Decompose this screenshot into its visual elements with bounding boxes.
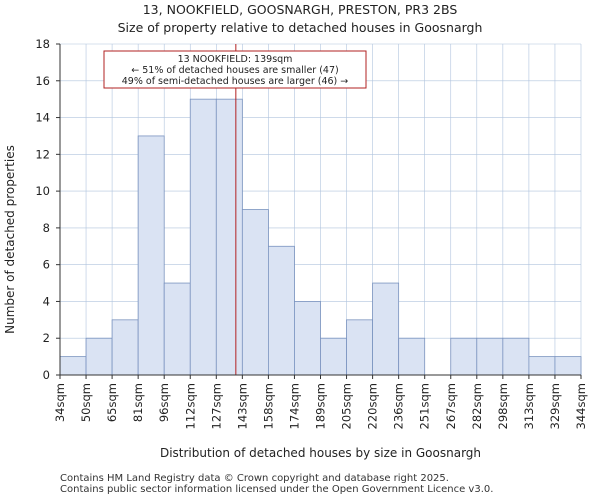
histogram-bar <box>450 337 478 376</box>
annotation-box: 13 NOOKFIELD: 139sqm ← 51% of detached h… <box>103 50 367 89</box>
histogram-bar <box>398 337 426 376</box>
annotation-rect <box>103 50 367 89</box>
y-tick-label: 12 <box>35 147 50 161</box>
y-tick-label: 14 <box>35 111 50 125</box>
histogram-bar <box>163 282 191 376</box>
chart-title: 13, NOOKFIELD, GOOSNARGH, PRESTON, PR3 2… <box>142 2 458 17</box>
histogram-bar <box>85 337 113 376</box>
footer-line-1: Contains HM Land Registry data © Crown c… <box>60 473 449 484</box>
x-tick-label: 34sqm <box>53 383 67 422</box>
histogram-bar <box>372 282 400 376</box>
histogram-bar <box>554 356 582 376</box>
x-tick-label: 50sqm <box>79 383 93 422</box>
x-tick-label: 298sqm <box>496 383 510 429</box>
annotation-line-1: 13 NOOKFIELD: 139sqm <box>178 54 293 65</box>
histogram-bar <box>528 356 556 376</box>
y-tick-label: 2 <box>43 331 50 345</box>
y-axis-label: Number of detached properties <box>3 145 17 334</box>
x-tick-label: 344sqm <box>574 383 588 429</box>
x-tick-label: 81sqm <box>131 383 145 422</box>
x-axis-label: Distribution of detached houses by size … <box>160 446 481 460</box>
x-tick-label: 127sqm <box>209 383 223 429</box>
histogram-bar <box>476 337 504 376</box>
histogram-bar <box>111 319 139 376</box>
x-tick-label: 282sqm <box>470 383 484 429</box>
x-tick-label: 112sqm <box>183 383 197 429</box>
histogram-bar <box>189 98 217 376</box>
x-tick-label: 329sqm <box>548 383 562 429</box>
chart-subtitle: Size of property relative to detached ho… <box>117 20 483 35</box>
annotation-line-2: ← 51% of detached houses are smaller (47… <box>131 65 338 76</box>
x-tick-label: 220sqm <box>366 383 380 429</box>
y-tick-label: 16 <box>35 74 50 88</box>
y-tick-label: 4 <box>43 294 50 308</box>
histogram-bar <box>137 135 165 376</box>
x-tick-label: 205sqm <box>340 383 354 429</box>
histogram-bar <box>294 301 321 376</box>
y-tick-label: 18 <box>35 37 50 51</box>
x-tick-label: 143sqm <box>235 383 249 429</box>
y-tick-label: 8 <box>43 221 50 235</box>
annotation-line-3: 49% of semi-detached houses are larger (… <box>122 76 349 87</box>
histogram-bar <box>320 337 347 376</box>
footer-line-2: Contains public sector information licen… <box>60 484 494 495</box>
x-tick-label: 189sqm <box>314 383 328 429</box>
bars <box>59 98 582 376</box>
histogram-bar <box>215 98 243 376</box>
x-tick-label: 65sqm <box>105 383 119 422</box>
x-tick-label: 236sqm <box>392 383 406 429</box>
histogram-bar <box>241 209 269 376</box>
y-tick-label: 0 <box>43 368 50 382</box>
x-tick-label: 251sqm <box>418 383 432 429</box>
y-tick-label: 6 <box>43 258 50 272</box>
histogram-bar <box>502 337 530 376</box>
x-tick-label: 267sqm <box>444 383 458 429</box>
histogram-bar <box>59 356 87 376</box>
histogram-bar <box>267 245 295 376</box>
x-tick-label: 158sqm <box>261 383 275 429</box>
x-tick-label: 313sqm <box>522 383 536 429</box>
x-tick-label: 96sqm <box>157 383 171 422</box>
histogram-bar <box>346 319 373 376</box>
x-tick-label: 174sqm <box>287 383 301 429</box>
axes: 0 2 4 6 8 10 12 14 16 18 34sqm 50sqm 65sqm 81sqm 96sqm… <box>35 37 588 429</box>
y-tick-label: 10 <box>35 184 50 198</box>
